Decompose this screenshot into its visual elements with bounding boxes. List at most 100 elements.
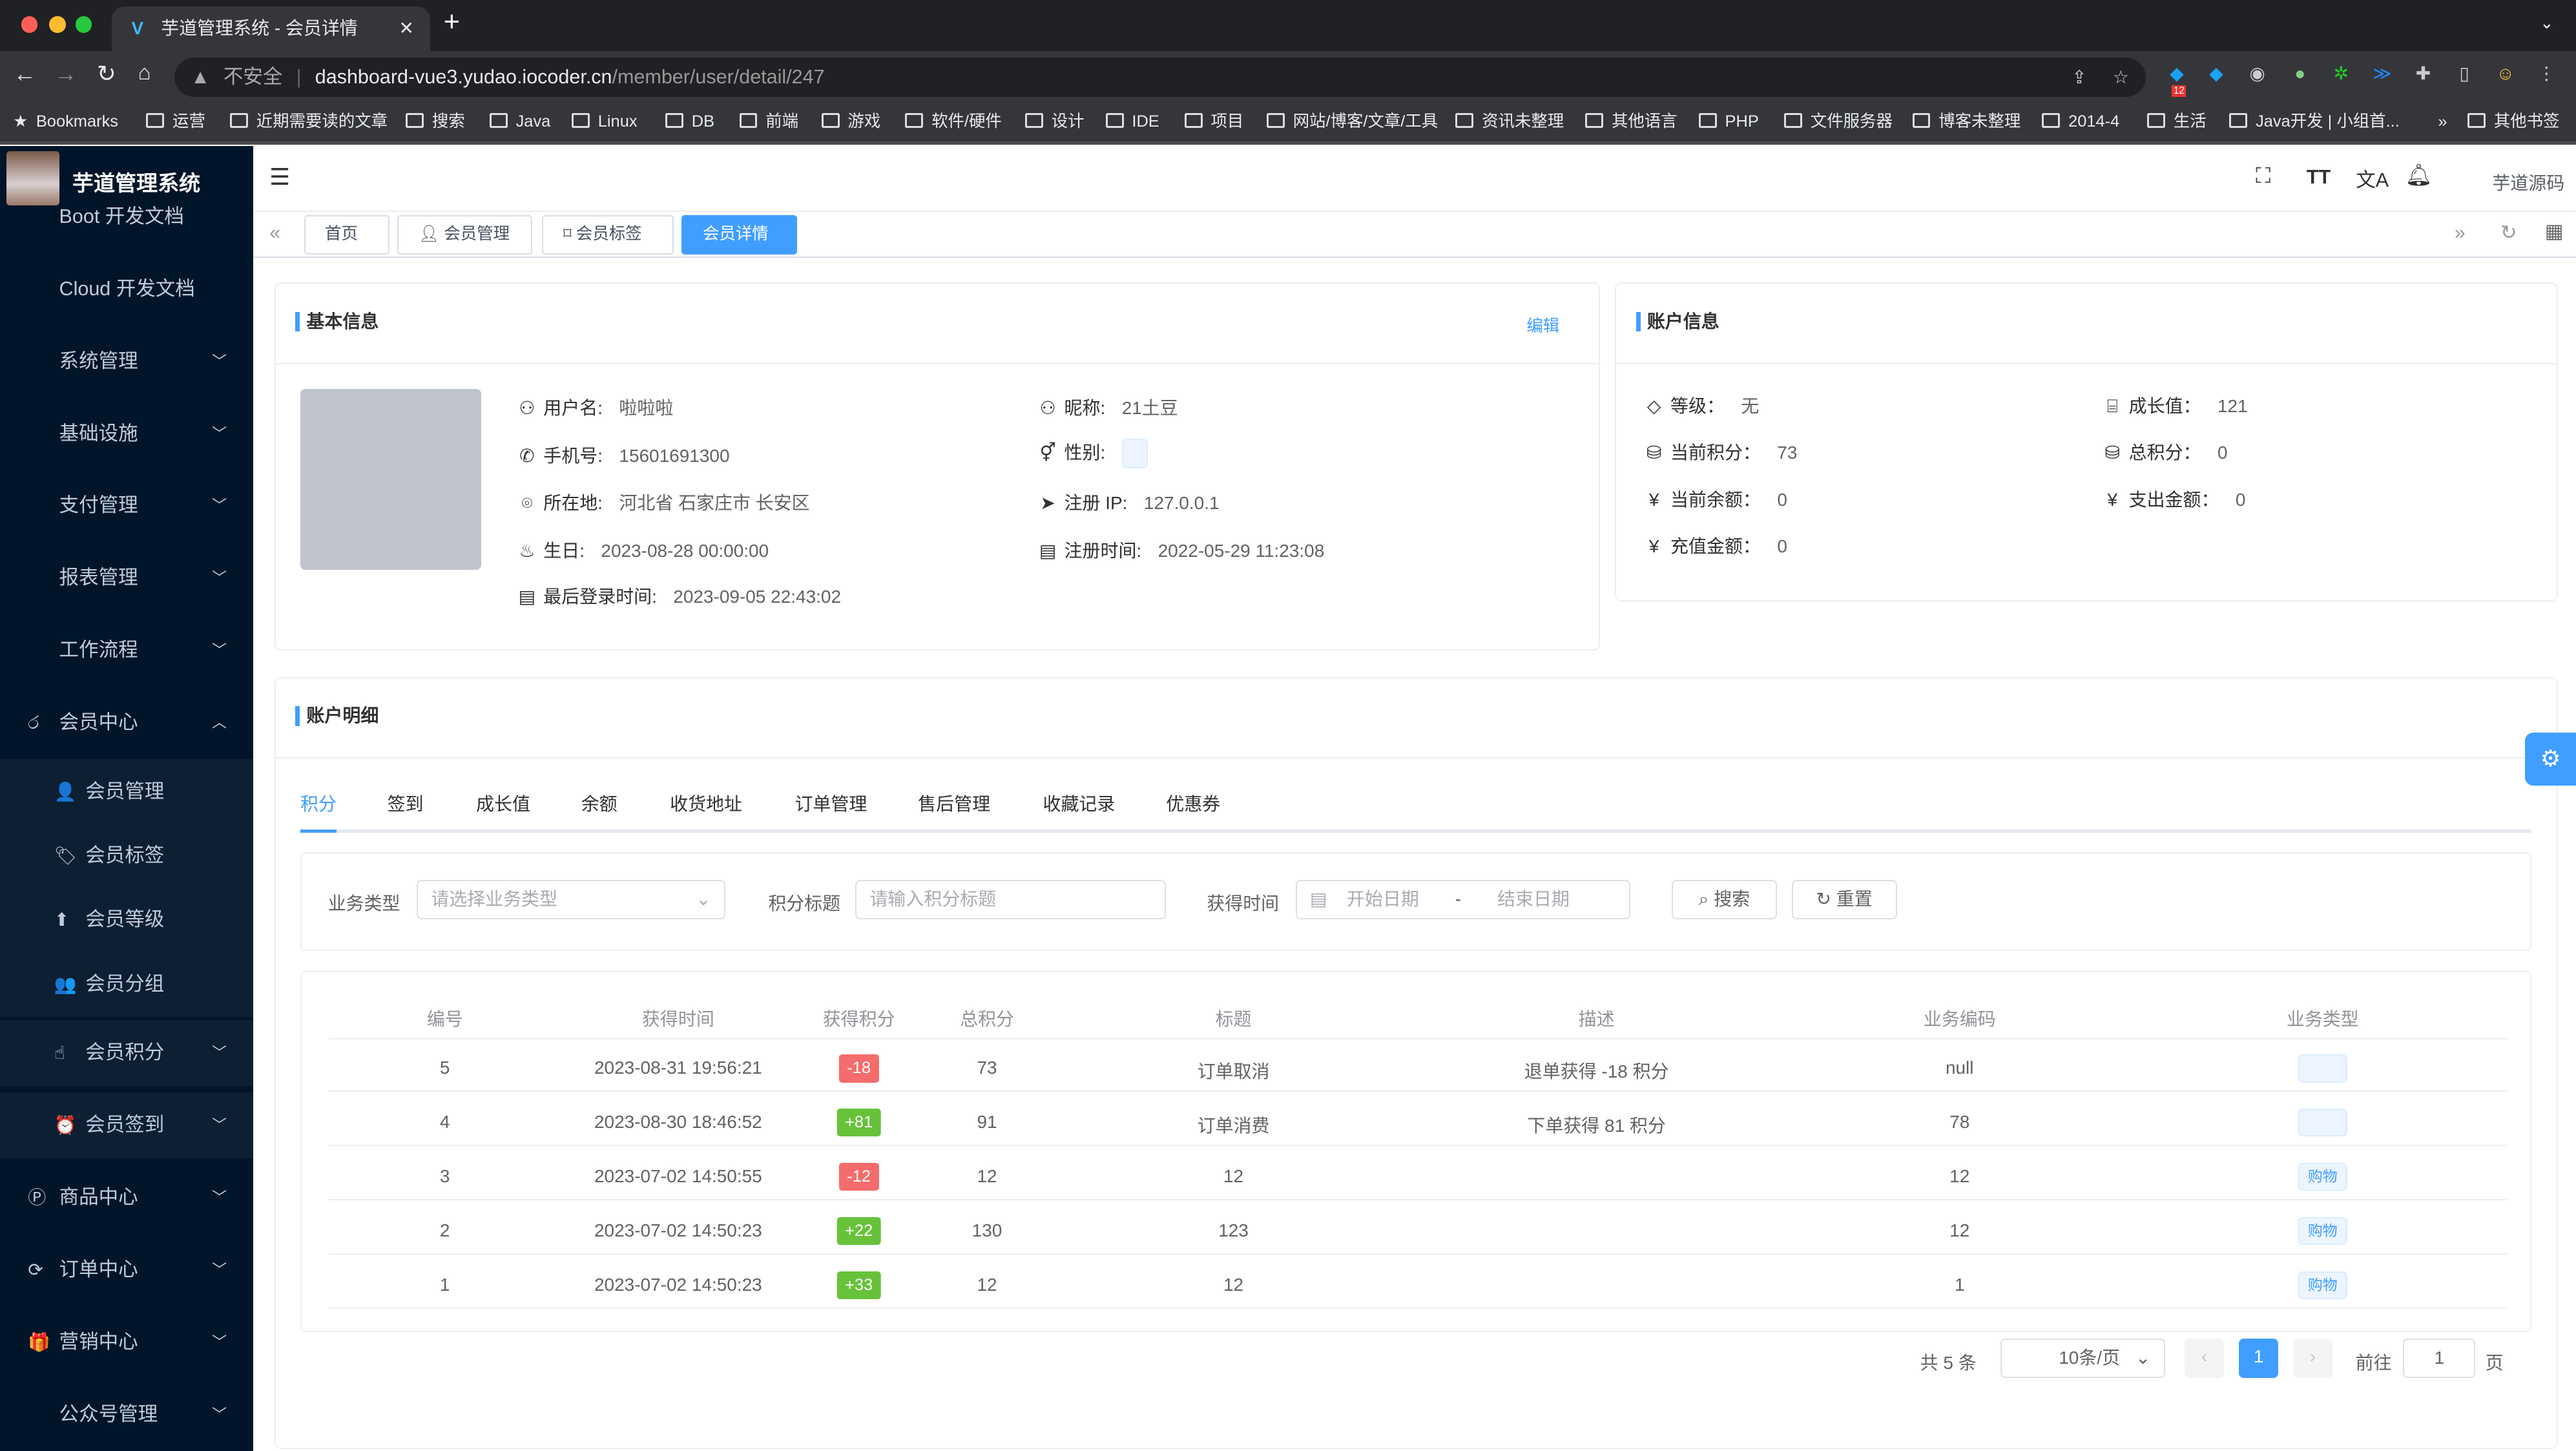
tab-4[interactable]: 收货地址 bbox=[670, 793, 742, 814]
scroll-right-icon[interactable]: » bbox=[2454, 222, 2466, 244]
bookmark-item[interactable]: 运营 bbox=[146, 102, 205, 141]
bookmark-item[interactable]: » bbox=[2438, 112, 2447, 130]
star-icon[interactable]: ☆ bbox=[2112, 67, 2129, 88]
fullscreen-icon[interactable]: ⛶ bbox=[2256, 164, 2271, 189]
bookmark-item[interactable]: 项目 bbox=[1184, 102, 1243, 141]
bookmark-item[interactable]: 博客未整理 bbox=[1912, 102, 2020, 141]
scroll-left-icon[interactable]: « bbox=[269, 222, 281, 244]
bookmark-item[interactable]: DB bbox=[665, 102, 714, 141]
maximize-window-button[interactable] bbox=[75, 16, 92, 33]
biz-type-select[interactable]: 请选择业务类型 ⌄ bbox=[416, 880, 726, 920]
tab-1[interactable]: 签到 bbox=[387, 793, 424, 814]
edit-button[interactable]: 编辑 bbox=[1526, 317, 1560, 336]
forward-icon[interactable]: → bbox=[54, 61, 78, 87]
bookmark-item[interactable]: 2014-4 bbox=[2042, 102, 2119, 141]
bookmark-item[interactable]: 游戏 bbox=[821, 102, 880, 141]
prev-page-button[interactable]: ‹ bbox=[2185, 1339, 2225, 1379]
bookmark-item[interactable]: 搜索 bbox=[406, 102, 465, 141]
bookmark-item[interactable]: 网站/博客/文章/工具 bbox=[1266, 102, 1438, 141]
sidebar-item[interactable]: 支付管理 ﹀ bbox=[0, 473, 253, 539]
menu-icon[interactable]: ⋮ bbox=[2537, 63, 2556, 83]
search-button[interactable]: ⌕ 搜索 bbox=[1672, 880, 1777, 920]
page-1-button[interactable]: 1 bbox=[2239, 1339, 2279, 1379]
new-tab-button[interactable]: + bbox=[443, 6, 460, 38]
bookmark-item[interactable]: ★ Bookmarks bbox=[13, 112, 118, 130]
tag-home[interactable]: 首页 bbox=[304, 215, 390, 255]
bookmark-item[interactable]: 其他书签 bbox=[2467, 102, 2560, 141]
bookmark-item[interactable]: Java开发 | 小组首... bbox=[2229, 102, 2400, 141]
bookmark-item[interactable]: 设计 bbox=[1025, 102, 1085, 141]
settings-float-button[interactable]: ⚙ bbox=[2525, 733, 2576, 786]
extension-icon[interactable]: ◆ bbox=[2209, 63, 2223, 83]
sidebar-item[interactable]: ⟳ 订单中心 ﹀ bbox=[0, 1237, 253, 1303]
next-page-button[interactable]: › bbox=[2293, 1339, 2333, 1379]
tab-search-icon[interactable]: ⌄ bbox=[2540, 14, 2554, 33]
date-range-picker[interactable]: ▤ 开始日期 - 结束日期 bbox=[1295, 880, 1631, 920]
sidebar-item[interactable]: 👤 会员管理 bbox=[0, 759, 253, 825]
tag-member-tag[interactable]: ⌑ 会员标签 bbox=[542, 215, 674, 255]
back-icon[interactable]: ← bbox=[13, 61, 36, 87]
sidebar-item[interactable]: ⬆ 会员等级 bbox=[0, 887, 253, 954]
sidebar-item[interactable]: 👥 会员分组 bbox=[0, 951, 253, 1018]
bookmark-item[interactable]: PHP bbox=[1698, 102, 1759, 141]
browser-tab[interactable]: V 芋道管理系统 - 会员详情 ✕ bbox=[111, 6, 431, 51]
sidebar-item[interactable]: Boot 开发文档 bbox=[0, 184, 253, 250]
tab-2[interactable]: 成长值 bbox=[476, 793, 530, 814]
tab-6[interactable]: 售后管理 bbox=[918, 793, 991, 814]
sidebar-item[interactable]: ⏰ 会员签到 ﹀ bbox=[0, 1092, 253, 1159]
bookmark-item[interactable]: 其他语言 bbox=[1585, 102, 1678, 141]
sidebar-item[interactable]: 公众号管理 ﹀ bbox=[0, 1382, 253, 1448]
grid-menu-icon[interactable]: ▦ bbox=[2544, 220, 2564, 242]
extension-icon[interactable]: ● bbox=[2294, 63, 2306, 83]
translate-icon[interactable]: 文A bbox=[2356, 169, 2389, 192]
bookmark-item[interactable]: 前端 bbox=[739, 102, 798, 141]
extension-icon[interactable]: ◉ bbox=[2249, 63, 2265, 83]
refresh-icon[interactable]: ↻ bbox=[2500, 222, 2517, 244]
goto-page-input[interactable]: 1 bbox=[2403, 1339, 2476, 1379]
bell-icon[interactable]: 🔔︎ bbox=[2405, 163, 2433, 187]
close-tab-icon[interactable]: ✕ bbox=[399, 18, 414, 39]
bookmark-item[interactable]: IDE bbox=[1105, 102, 1159, 141]
sidebar-item[interactable]: ර 会员中心 ︿ bbox=[0, 690, 253, 756]
share-icon[interactable]: ⇪ bbox=[2072, 67, 2087, 88]
address-bar[interactable]: ▲ 不安全 | dashboard-vue3.yudao.iocoder.cn/… bbox=[174, 57, 2146, 98]
point-title-input[interactable]: 请输入积分标题 bbox=[855, 880, 1166, 920]
sidebar-item[interactable]: ☝ 会员积分 ﹀ bbox=[0, 1020, 253, 1087]
bookmark-item[interactable]: 软件/硬件 bbox=[905, 102, 1002, 141]
reset-button[interactable]: ↻ 重置 bbox=[1791, 880, 1897, 920]
sidebar-item[interactable]: 🎁 营销中心 ﹀ bbox=[0, 1310, 253, 1375]
extension-icon[interactable]: ✲ bbox=[2333, 63, 2349, 83]
sidebar-item[interactable]: 工作流程 ﹀ bbox=[0, 618, 253, 684]
sidebar-item[interactable]: 系统管理 ﹀ bbox=[0, 329, 253, 395]
bookmark-item[interactable]: Linux bbox=[572, 102, 638, 141]
tab-8[interactable]: 优惠券 bbox=[1166, 793, 1221, 814]
reload-icon[interactable]: ↻ bbox=[97, 61, 116, 87]
font-size-icon[interactable]: TT bbox=[2306, 165, 2331, 188]
hamburger-icon[interactable]: ☰ bbox=[269, 164, 291, 191]
home-icon[interactable]: ⌂ bbox=[138, 61, 151, 85]
sidebar-item[interactable]: Cloud 开发文档 bbox=[0, 256, 253, 322]
sidebar-item[interactable]: 🏷 会员标签 bbox=[0, 823, 253, 889]
bookmark-item[interactable]: Java bbox=[489, 102, 550, 141]
extension-icon[interactable]: ≫ bbox=[2373, 63, 2392, 83]
sidebar-item[interactable]: Ⓟ 商品中心 ﹀ bbox=[0, 1165, 253, 1231]
bookmark-item[interactable]: 文件服务器 bbox=[1784, 102, 1893, 141]
sidepanel-icon[interactable]: ▯ bbox=[2459, 63, 2469, 83]
source-link[interactable]: 芋道源码 bbox=[2492, 172, 2565, 193]
minimize-window-button[interactable] bbox=[49, 16, 66, 33]
bookmark-item[interactable]: 生活 bbox=[2147, 102, 2207, 141]
sidebar-item[interactable]: 基础设施 ﹀ bbox=[0, 401, 253, 467]
tab-3[interactable]: 余额 bbox=[581, 793, 618, 814]
sidebar-item[interactable]: 报表管理 ﹀ bbox=[0, 545, 253, 611]
tab-5[interactable]: 订单管理 bbox=[795, 793, 867, 814]
tab-0[interactable]: 积分 bbox=[300, 793, 337, 814]
bookmark-item[interactable]: 近期需要读的文章 bbox=[230, 102, 388, 141]
tag-member-detail[interactable]: 会员详情 bbox=[681, 215, 797, 255]
tag-member-manage[interactable]: 👤︎ 会员管理 bbox=[397, 215, 533, 255]
profile-avatar-icon[interactable]: ☺ bbox=[2496, 63, 2515, 83]
bookmark-item[interactable]: 资讯未整理 bbox=[1455, 102, 1564, 141]
page-size-select[interactable]: 10条/页 ⌄ bbox=[2000, 1339, 2165, 1379]
tab-7[interactable]: 收藏记录 bbox=[1043, 793, 1116, 814]
puzzle-icon[interactable]: ✚ bbox=[2415, 63, 2431, 83]
close-window-button[interactable] bbox=[21, 16, 38, 33]
